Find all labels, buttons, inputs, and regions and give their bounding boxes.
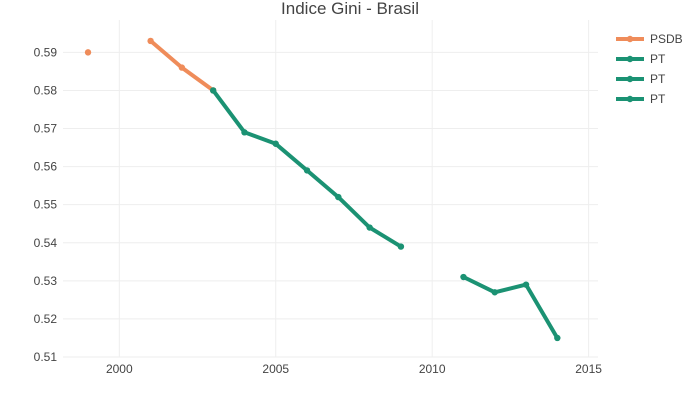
x-tick-label: 2000 [106,362,133,376]
data-point[interactable] [303,167,311,174]
series-0 [84,37,217,94]
legend-swatch-marker [626,75,634,83]
data-point[interactable] [209,87,217,94]
axis-layer: 2000 2005 2010 2015 0.51 0.52 0.53 0.54 0.55 0.56… [34,45,603,376]
data-point[interactable] [522,281,530,288]
chart-title: Indice Gini - Brasil [281,0,419,18]
y-tick-label: 0.51 [34,350,58,364]
legend-item[interactable]: PT [616,72,666,86]
legend-swatch-marker [626,95,634,103]
x-tick-label: 2010 [419,362,446,376]
x-tick-label: 2005 [262,362,289,376]
data-point[interactable] [554,334,561,342]
legend-label: PT [650,72,666,86]
series-layer [84,37,561,342]
legend-swatch-marker [626,35,634,43]
legend-item[interactable]: PSDB [616,32,683,46]
legend-label: PT [650,52,666,66]
y-tick-label: 0.59 [34,45,58,59]
legend-label: PSDB [650,32,683,46]
series-2 [460,273,561,342]
y-tick-label: 0.54 [34,236,58,250]
data-point[interactable] [178,64,186,71]
series-1 [209,87,405,250]
y-tick-label: 0.53 [34,274,58,288]
data-point[interactable] [272,140,279,147]
grid-layer [63,20,598,358]
y-tick-label: 0.56 [34,160,58,174]
y-tick-label: 0.57 [34,122,58,136]
data-point[interactable] [335,193,342,201]
series-line [461,275,560,340]
data-point[interactable] [241,129,248,136]
legend-item[interactable]: PT [616,92,666,106]
y-tick-label: 0.55 [34,198,58,212]
x-tick-label: 2015 [575,362,602,376]
data-point[interactable] [397,243,405,250]
data-point[interactable] [147,37,154,45]
legend-label: PT [650,92,666,106]
y-tick-label: 0.58 [34,83,58,97]
data-point[interactable] [491,289,498,296]
data-point[interactable] [460,273,467,281]
legend-item[interactable]: PT [616,52,666,66]
legend[interactable]: PSDB PT PT PT [616,32,683,106]
legend-swatch-marker [626,55,634,63]
data-point[interactable] [84,49,92,56]
data-point[interactable] [366,224,373,231]
y-tick-label: 0.52 [34,312,58,326]
